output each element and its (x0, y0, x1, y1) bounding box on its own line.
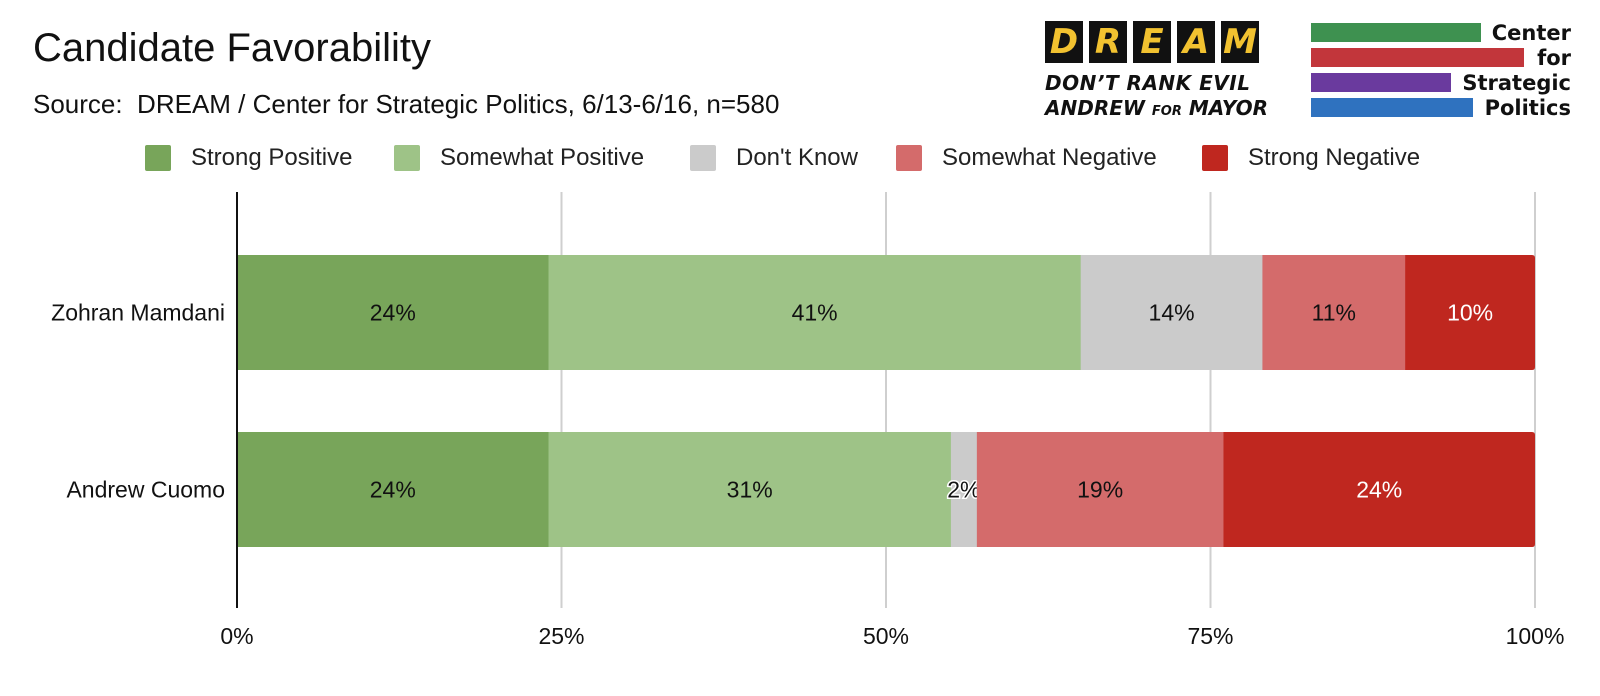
legend-label-dont-know: Don't Know (736, 144, 858, 171)
chart-title: Candidate Favorability (33, 26, 431, 70)
bar-segment (548, 255, 1082, 370)
legend-label-somewhat-positive: Somewhat Positive (440, 144, 645, 171)
csp-word-politics: Politics (1484, 96, 1571, 120)
legend-label-somewhat-negative: Somewhat Negative (942, 144, 1157, 171)
bar-segment (1405, 255, 1535, 370)
bar-segment (976, 432, 1224, 547)
dream-tagline-for: FOR (1151, 104, 1182, 119)
bar-segment (548, 432, 952, 547)
category-label: Andrew Cuomo (66, 477, 225, 503)
legend-item-dont-know: Don't Know (690, 144, 858, 172)
csp-word-for: for (1537, 46, 1571, 70)
data-label: 41% (792, 300, 838, 326)
legend-item-strong-negative: Strong Negative (1202, 144, 1420, 172)
data-label: 19% (1077, 477, 1123, 503)
legend-swatch-dont-know (690, 145, 716, 171)
chart-subtitle: Source: DREAM / Center for Strategic Pol… (33, 89, 780, 119)
dream-letter-m: M (1221, 21, 1259, 63)
bar-segment (1080, 255, 1263, 370)
data-label: 24% (370, 300, 416, 326)
data-label: 14% (1149, 300, 1195, 326)
dream-tagline-andrew: ANDREW (1045, 96, 1152, 120)
dream-tagline-line2: ANDREW FOR MAYOR (1045, 96, 1277, 124)
csp-bar-purple (1311, 73, 1451, 92)
data-label: 31% (727, 477, 773, 503)
data-label: 24% (370, 477, 416, 503)
dream-letter-r: R (1089, 21, 1127, 63)
csp-bar-blue (1311, 98, 1473, 117)
x-tick-label: 0% (220, 623, 253, 649)
category-label: Zohran Mamdani (51, 300, 225, 326)
bar-segment (1223, 432, 1535, 547)
csp-bar-green (1311, 23, 1481, 42)
legend-swatch-strong-positive (145, 145, 171, 171)
x-tick-label: 75% (1187, 623, 1233, 649)
legend-item-somewhat-positive: Somewhat Positive (394, 144, 644, 172)
dream-logo-letters: D R E A M (1045, 21, 1277, 63)
bar-segment (950, 432, 978, 547)
bar-segment (1262, 255, 1406, 370)
dream-tagline-mayor: MAYOR (1181, 96, 1269, 120)
dream-tagline-line1: DON’T RANK EVIL (1045, 71, 1251, 95)
data-label: 24% (1356, 477, 1402, 503)
dream-letter-e: E (1133, 21, 1171, 63)
dream-letter-a: A (1177, 21, 1215, 63)
dream-letter-d: D (1045, 21, 1083, 63)
x-tick-label: 100% (1506, 623, 1565, 649)
legend-item-somewhat-negative: Somewhat Negative (896, 144, 1157, 172)
csp-logo: Center for Strategic Politics (1311, 21, 1571, 121)
x-tick-label: 25% (538, 623, 584, 649)
bar-segment (237, 255, 550, 370)
csp-word-strategic: Strategic (1462, 71, 1571, 95)
legend-swatch-somewhat-positive (394, 145, 420, 171)
data-label: 10% (1447, 300, 1493, 326)
legend-swatch-strong-negative (1202, 145, 1228, 171)
x-tick-label: 50% (863, 623, 909, 649)
csp-word-center: Center (1491, 21, 1571, 45)
data-label: 2% (947, 477, 980, 503)
legend-item-strong-positive: Strong Positive (145, 144, 352, 172)
legend-label-strong-positive: Strong Positive (191, 144, 353, 171)
bar-segment (237, 432, 550, 547)
legend-label-strong-negative: Strong Negative (1248, 144, 1421, 171)
data-label: 11% (1312, 300, 1356, 326)
csp-bar-red (1311, 48, 1524, 67)
legend-swatch-somewhat-negative (896, 145, 922, 171)
dream-logo: D R E A M DON’T RANK EVIL ANDREW FOR MAY… (1045, 21, 1277, 121)
